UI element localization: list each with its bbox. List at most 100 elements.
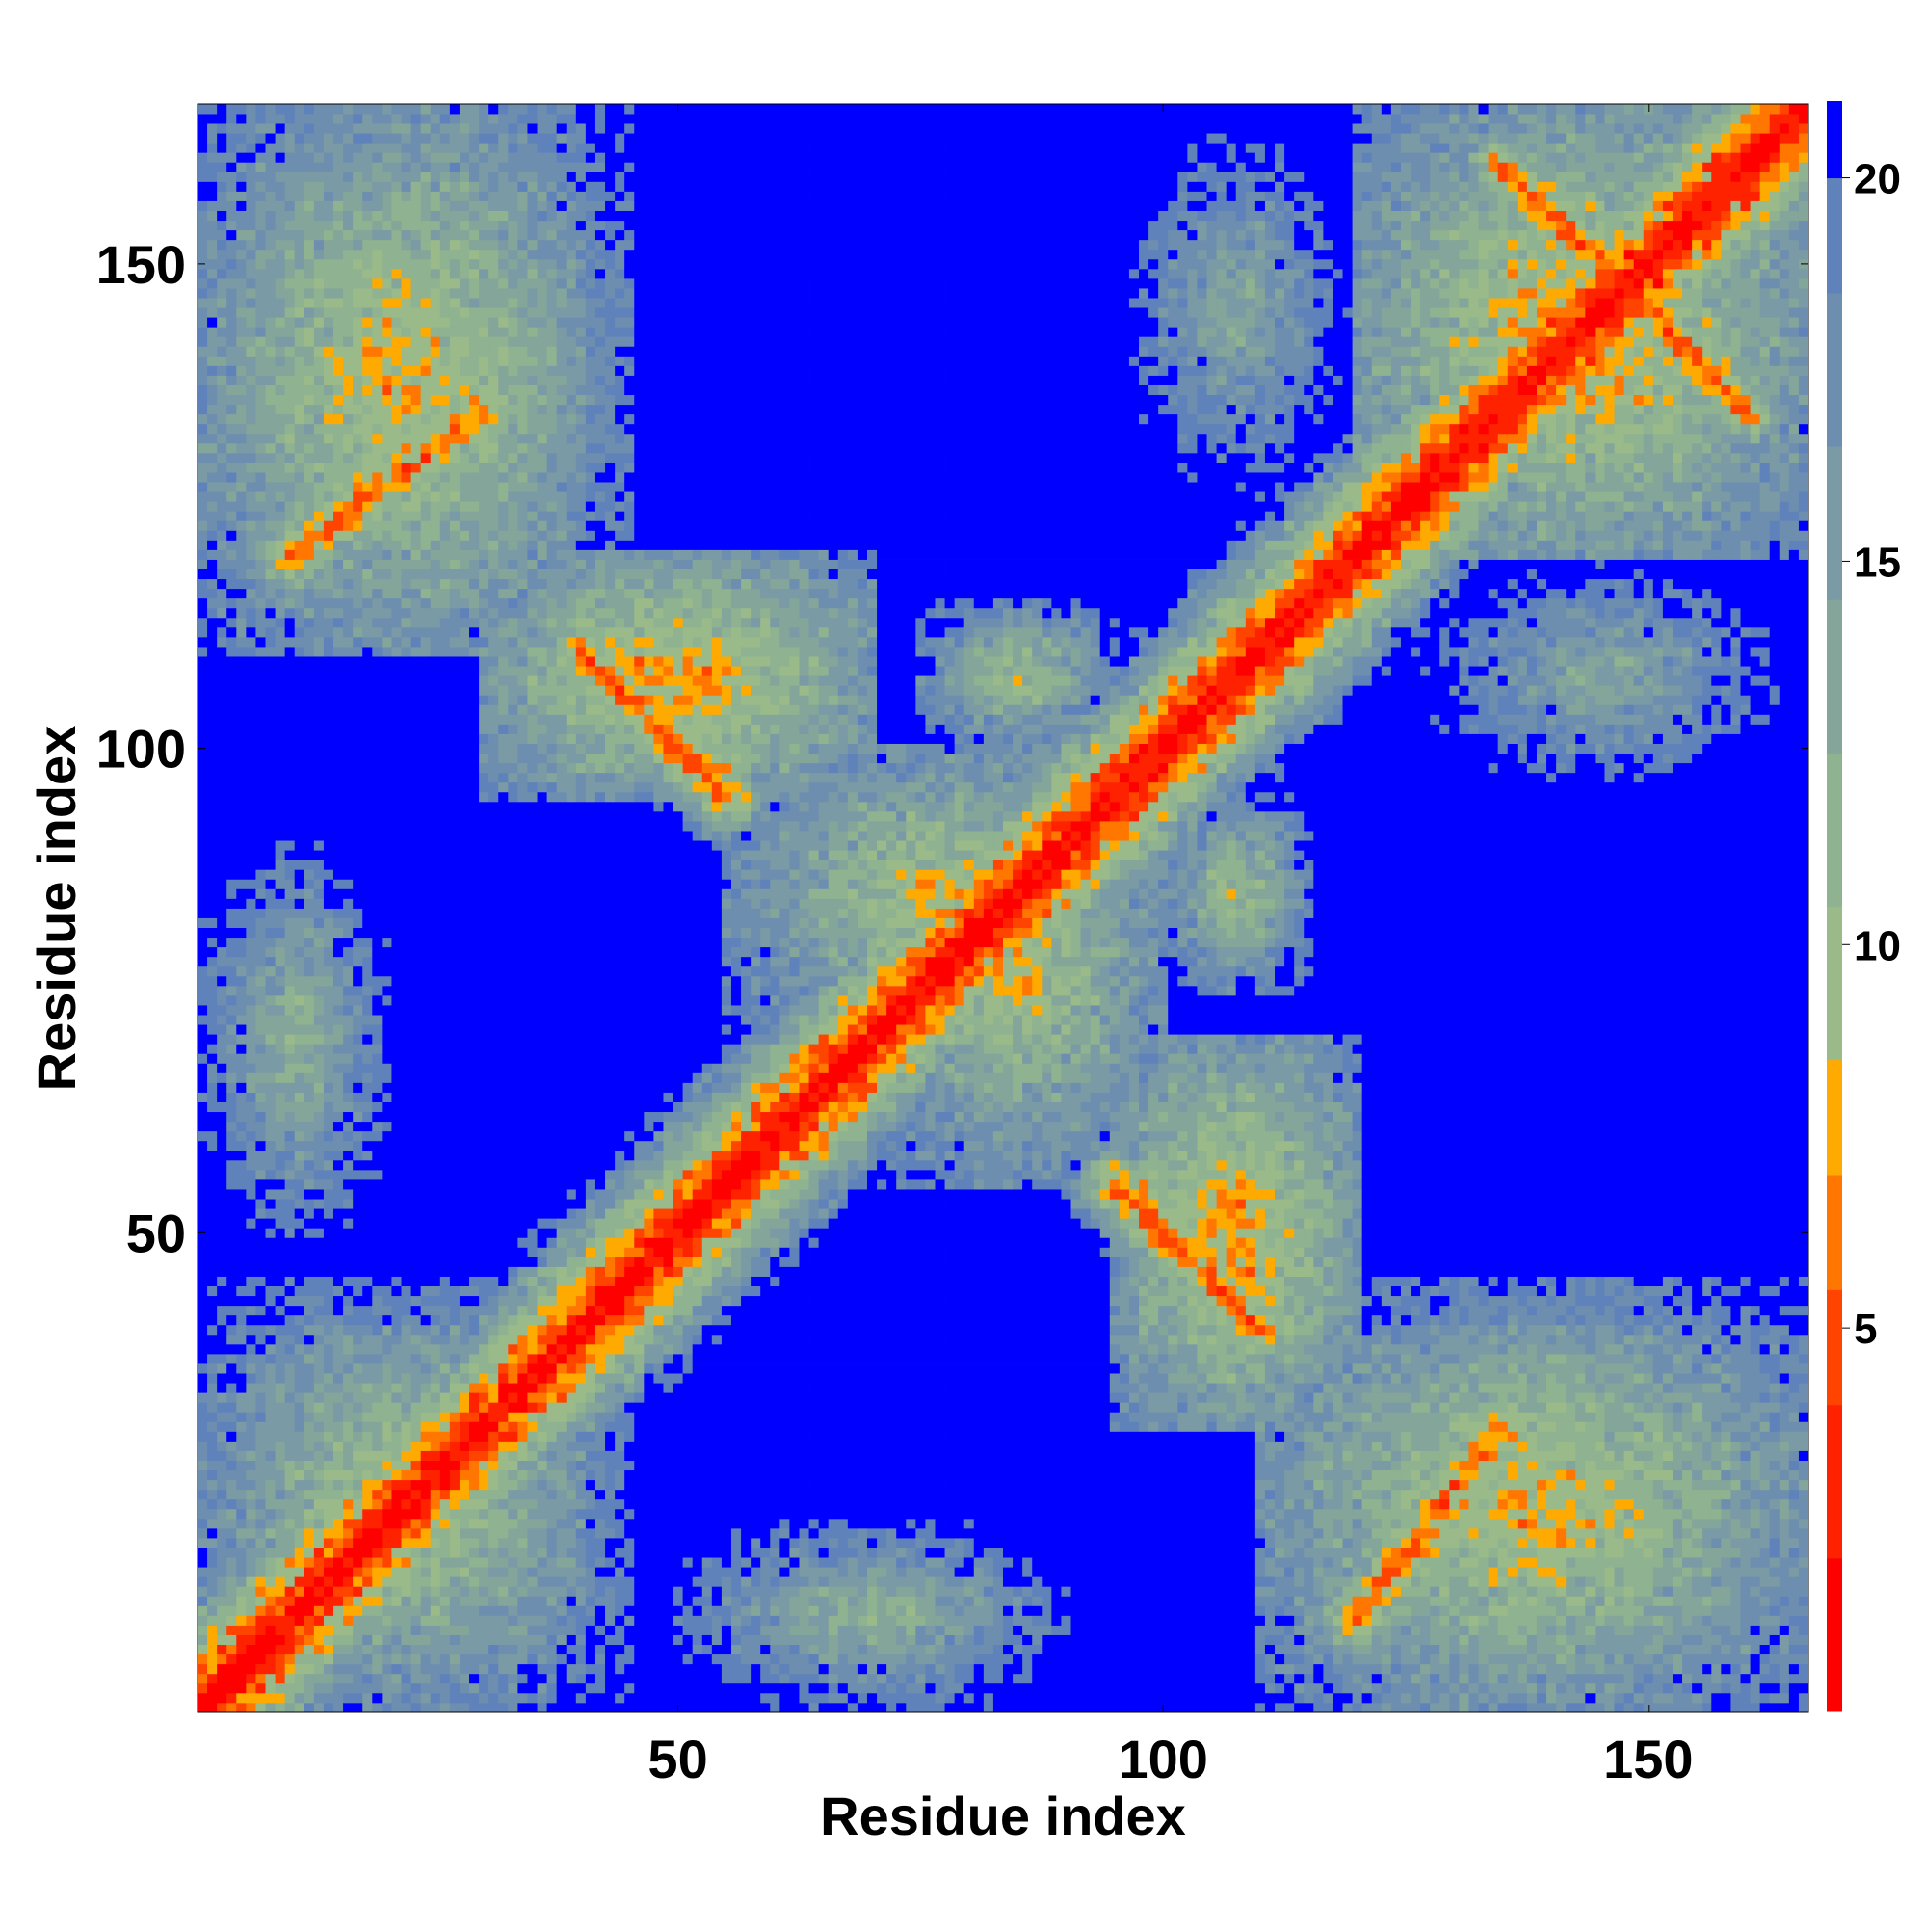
- heatmap-cell: [295, 773, 304, 782]
- heatmap-cell: [255, 869, 265, 879]
- heatmap-cell: [266, 172, 276, 181]
- heatmap-cell: [479, 1053, 488, 1063]
- heatmap-cell: [207, 704, 217, 714]
- heatmap-cell: [217, 928, 226, 938]
- heatmap-cell: [236, 1102, 246, 1112]
- heatmap-cell: [295, 1141, 304, 1151]
- heatmap-cell: [391, 211, 401, 221]
- heatmap-cell: [411, 317, 421, 327]
- heatmap-cell: [236, 656, 246, 666]
- heatmap-cell: [411, 569, 421, 579]
- heatmap-cell: [304, 1528, 314, 1538]
- heatmap-cell: [402, 434, 411, 443]
- heatmap-cell: [285, 986, 295, 995]
- heatmap-cell: [411, 181, 421, 191]
- heatmap-cell: [402, 356, 411, 365]
- heatmap-cell: [402, 307, 411, 317]
- heatmap-cell: [266, 1412, 276, 1421]
- heatmap-cell: [276, 104, 285, 114]
- heatmap-cell: [460, 1189, 469, 1199]
- heatmap-cell: [372, 221, 382, 230]
- heatmap-cell: [207, 181, 217, 191]
- heatmap-cell: [382, 898, 391, 908]
- heatmap-cell: [372, 579, 382, 589]
- heatmap-cell: [236, 1335, 246, 1344]
- heatmap-cell: [304, 714, 314, 724]
- heatmap-cell: [372, 714, 382, 724]
- heatmap-cell: [246, 695, 255, 704]
- heatmap-cell: [226, 928, 236, 938]
- heatmap-cell: [411, 1344, 421, 1354]
- heatmap-cell: [440, 1112, 450, 1122]
- heatmap-cell: [382, 1605, 391, 1615]
- heatmap-cell: [226, 540, 236, 549]
- heatmap-cell: [304, 618, 314, 627]
- heatmap-cell: [236, 995, 246, 1005]
- heatmap-cell: [431, 221, 440, 230]
- heatmap-cell: [324, 336, 333, 346]
- heatmap-cell: [460, 1179, 469, 1189]
- heatmap-cell: [226, 802, 236, 811]
- heatmap-cell: [362, 1363, 372, 1373]
- heatmap-cell: [469, 831, 479, 840]
- heatmap-cell: [421, 1306, 431, 1315]
- heatmap-cell: [469, 191, 479, 200]
- heatmap-cell: [266, 618, 276, 627]
- heatmap-cell: [266, 1421, 276, 1431]
- heatmap-cell: [402, 1421, 411, 1431]
- heatmap-cell: [421, 259, 431, 269]
- heatmap-cell: [362, 589, 372, 598]
- heatmap-cell: [353, 1015, 362, 1024]
- heatmap-cell: [285, 1645, 295, 1654]
- heatmap-cell: [314, 656, 324, 666]
- heatmap-cell: [207, 1605, 217, 1615]
- heatmap-cell: [324, 162, 333, 172]
- heatmap-cell: [382, 1122, 391, 1131]
- heatmap-cell: [295, 1626, 304, 1635]
- heatmap-cell: [460, 1567, 469, 1576]
- heatmap-cell: [382, 259, 391, 269]
- heatmap-cell: [431, 1441, 440, 1450]
- heatmap-cell: [333, 1237, 343, 1247]
- heatmap-cell: [314, 1509, 324, 1519]
- heatmap-cell: [304, 1421, 314, 1431]
- heatmap-cell: [295, 434, 304, 443]
- heatmap-cell: [333, 1179, 343, 1189]
- heatmap-cell: [304, 1519, 314, 1528]
- heatmap-cell: [217, 365, 226, 375]
- heatmap-cell: [236, 1053, 246, 1063]
- heatmap-cell: [236, 1044, 246, 1053]
- heatmap-cell: [469, 918, 479, 928]
- heatmap-cell: [391, 1141, 401, 1151]
- heatmap-cell: [304, 976, 314, 986]
- heatmap-cell: [246, 1683, 255, 1693]
- heatmap-cell: [255, 172, 265, 181]
- heatmap-cell: [411, 560, 421, 569]
- heatmap-cell: [343, 1490, 353, 1499]
- heatmap-cell: [431, 1344, 440, 1354]
- heatmap-cell: [217, 860, 226, 869]
- heatmap-cell: [285, 424, 295, 434]
- heatmap-cell: [246, 879, 255, 888]
- heatmap-cell: [450, 811, 460, 821]
- heatmap-cell: [402, 1480, 411, 1490]
- heatmap-cell: [236, 976, 246, 986]
- heatmap-cell: [266, 909, 276, 918]
- heatmap-cell: [411, 1063, 421, 1072]
- heatmap-cell: [382, 1635, 391, 1645]
- heatmap-cell: [333, 666, 343, 675]
- heatmap-cell: [431, 453, 440, 463]
- heatmap-cell: [411, 346, 421, 356]
- heatmap-cell: [276, 1693, 285, 1703]
- heatmap-cell: [236, 898, 246, 908]
- heatmap-cell: [295, 1325, 304, 1335]
- heatmap-cell: [198, 1335, 207, 1344]
- heatmap-cell: [343, 608, 353, 618]
- heatmap-cell: [402, 1664, 411, 1674]
- heatmap-cell: [226, 1015, 236, 1024]
- heatmap-cell: [207, 540, 217, 549]
- heatmap-cell: [479, 1151, 488, 1160]
- heatmap-cell: [314, 637, 324, 647]
- heatmap-cell: [207, 356, 217, 365]
- heatmap-cell: [431, 579, 440, 589]
